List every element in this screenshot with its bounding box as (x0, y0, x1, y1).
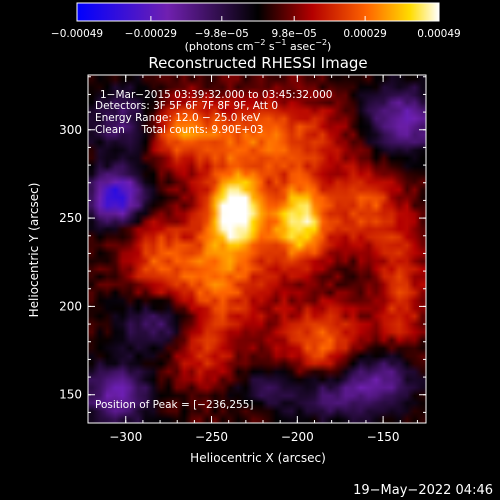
y-tick-label-2: 250 (59, 211, 82, 225)
x-tick-label-3: −150 (367, 430, 400, 444)
colorbar-tick-label-3: 9.8e−05 (272, 28, 317, 40)
y-tick-label-3: 300 (59, 123, 82, 137)
annotation-detectors: Detectors: 3F 5F 6F 7F 8F 9F, Att 0 (95, 100, 278, 112)
x-tick-label-2: −200 (281, 430, 314, 444)
colorbar-units: (photons cm−2 s−1 asec−2) (185, 38, 332, 53)
colorbar-tick-label-0: −0.00049 (51, 28, 103, 40)
chart-title: Reconstructed RHESSI Image (148, 54, 367, 72)
annotation-time: 1−Mar−2015 03:39:32.000 to 03:45:32.000 (100, 89, 332, 101)
colorbar-tick-label-4: 0.00029 (343, 28, 386, 40)
y-axis-label: Heliocentric Y (arcsec) (27, 183, 41, 318)
y-tick-label-0: 150 (59, 388, 82, 402)
annotation-energy: Energy Range: 12.0 − 25.0 keV (95, 112, 261, 124)
x-axis-label: Heliocentric X (arcsec) (190, 451, 326, 465)
colorbar-tick-label-5: 0.00049 (417, 28, 460, 40)
annotation-peak: Position of Peak = [−236,255] (95, 399, 254, 411)
heatmap-image (88, 75, 426, 423)
annotation-clean: Clean Total counts: 9.90E+03 (95, 124, 264, 136)
colorbar-tick-label-2: −9.8e−05 (195, 28, 249, 40)
colorbar-tick-label-1: −0.00029 (125, 28, 177, 40)
plot-frame (87, 74, 427, 424)
y-tick-label-1: 200 (59, 299, 82, 313)
colorbar (76, 2, 440, 22)
x-tick-label-1: −250 (195, 430, 228, 444)
footer-date: 19−May−2022 04:46 (353, 483, 493, 498)
colorbar-ticks: −0.00049 −0.00029 −9.8e−05 9.8e−05 0.00029 0.… (51, 16, 461, 40)
axis-ticks: −300 −250 −200 −150 150 200 250 300 (59, 75, 426, 444)
x-tick-label-0: −300 (109, 430, 142, 444)
